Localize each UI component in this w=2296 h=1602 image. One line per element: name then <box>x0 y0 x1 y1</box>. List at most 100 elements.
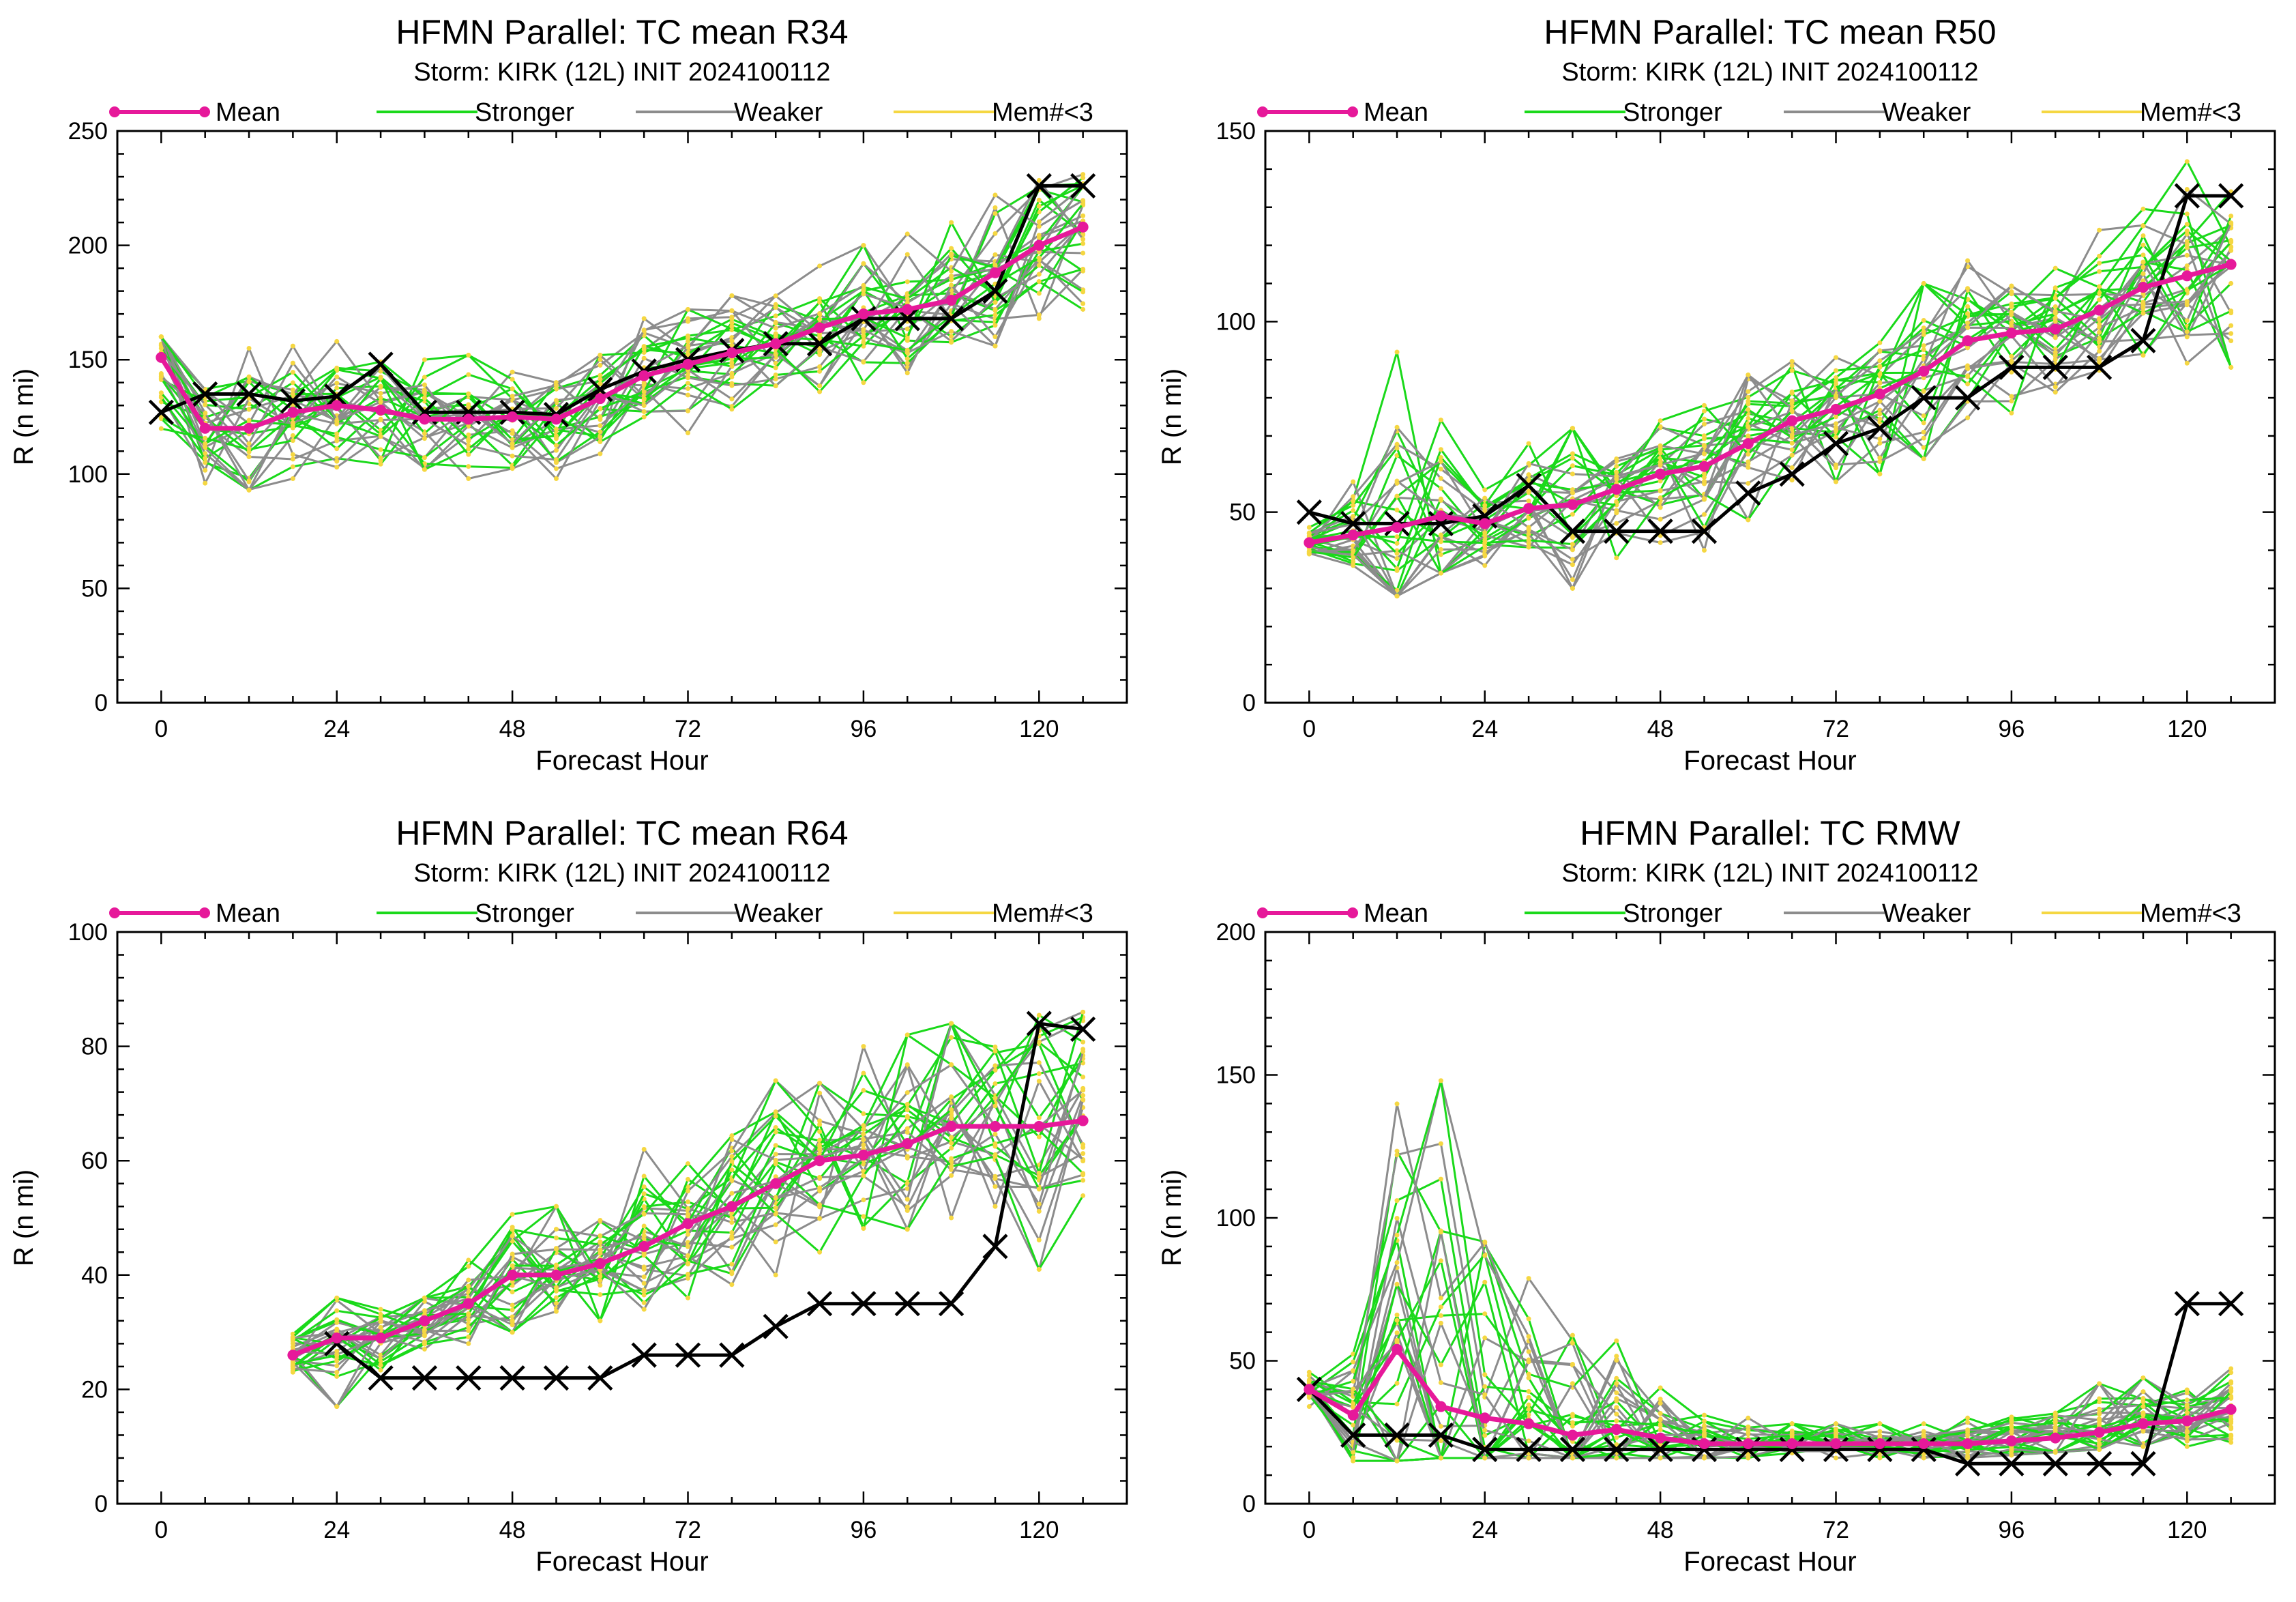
member-point <box>598 429 603 435</box>
member-point <box>378 391 383 396</box>
member-point <box>290 438 295 443</box>
member-point <box>2184 1438 2190 1444</box>
member-point <box>1482 1433 1488 1438</box>
member-point <box>904 1129 910 1135</box>
member-point <box>1438 1380 1443 1386</box>
weaker-member-line <box>1308 1103 2232 1459</box>
member-point <box>1036 203 1042 209</box>
member-point <box>1526 1371 1531 1377</box>
mean-point <box>594 393 606 405</box>
mean-point <box>594 1258 606 1270</box>
best-track-marker <box>894 306 920 332</box>
member-point <box>817 1081 823 1086</box>
member-point <box>1834 1455 1839 1461</box>
member-point <box>510 1212 515 1217</box>
member-point <box>817 1202 823 1208</box>
member-point <box>1036 272 1042 277</box>
member-point <box>641 1174 647 1179</box>
stronger-member-line <box>1308 1150 2232 1459</box>
member-point <box>817 1216 823 1221</box>
member-point <box>1965 286 1971 291</box>
member-point <box>1526 1395 1531 1400</box>
mean-point <box>2225 259 2237 270</box>
member-point <box>1965 311 1971 317</box>
mean-point <box>550 1269 562 1281</box>
member-point <box>510 1317 515 1323</box>
member-point <box>904 231 910 237</box>
chart-panel-0: HFMN Parallel: TC mean R34 Storm: KIRK (1… <box>9 13 1128 776</box>
member-point <box>1306 1404 1312 1410</box>
member-point <box>992 262 998 267</box>
mean-point <box>2093 304 2105 316</box>
member-point <box>1570 585 1575 591</box>
member-point <box>641 1146 647 1152</box>
y-tick-label: 0 <box>1243 1491 1256 1517</box>
member-point <box>422 1346 427 1352</box>
legend-weaker-label: Weaker <box>1882 98 1971 127</box>
member-point <box>2140 252 2146 258</box>
member-point <box>553 1263 559 1268</box>
member-point <box>2140 1375 2146 1381</box>
member-point <box>422 396 427 401</box>
member-point <box>1438 418 1443 423</box>
best-track-marker <box>2087 1451 2113 1476</box>
best-track-marker <box>1559 1436 1586 1462</box>
member-point <box>1526 1276 1531 1281</box>
member-point <box>1526 1349 1531 1354</box>
member-point <box>1394 540 1400 546</box>
mean-point <box>2005 1435 2017 1446</box>
member-point <box>1351 561 1356 566</box>
chart-panel-3: HFMN Parallel: TC RMW Storm: KIRK (12L) I… <box>1157 814 2276 1577</box>
member-point <box>246 379 252 385</box>
member-point <box>510 386 515 392</box>
member-point <box>817 263 823 269</box>
mean-point <box>945 295 957 306</box>
member-point <box>729 1191 735 1196</box>
member-point <box>1658 489 1663 494</box>
best-track-marker <box>499 1365 525 1391</box>
member-point <box>2052 308 2058 314</box>
member-point <box>2052 285 2058 291</box>
member-point <box>2184 1397 2190 1403</box>
best-track-marker <box>1604 519 1630 544</box>
member-point <box>510 1302 515 1308</box>
member-point <box>2097 349 2102 354</box>
member-point <box>686 392 691 398</box>
member-point <box>1080 1097 1086 1103</box>
member-point <box>1526 1388 1531 1394</box>
member-point <box>904 296 910 302</box>
member-point <box>861 288 866 293</box>
member-point <box>2052 295 2058 301</box>
x-tick-label: 72 <box>1823 716 1849 742</box>
member-point <box>817 383 823 389</box>
member-point <box>466 1317 471 1322</box>
mean-point <box>638 1240 650 1252</box>
member-point <box>1570 547 1575 553</box>
member-point <box>1036 1060 1042 1065</box>
member-point <box>686 319 691 324</box>
best-track-marker <box>411 399 438 425</box>
member-point <box>553 443 559 448</box>
member-point <box>466 1277 471 1283</box>
member-point <box>510 1251 515 1257</box>
member-point <box>290 452 295 457</box>
x-tick-label: 48 <box>499 1517 526 1543</box>
member-point <box>246 487 252 493</box>
member-point <box>1701 474 1707 480</box>
member-point <box>1921 420 1926 426</box>
member-point <box>203 456 208 461</box>
member-point <box>1834 479 1839 484</box>
member-point <box>949 1094 954 1099</box>
member-point <box>992 323 998 328</box>
member-point <box>466 432 471 437</box>
member-point <box>378 1319 383 1324</box>
member-point <box>1080 1171 1086 1176</box>
member-point <box>1614 521 1619 526</box>
best-track-marker <box>411 1365 438 1391</box>
best-track-marker <box>806 331 833 357</box>
member-point <box>246 449 252 454</box>
member-point <box>1877 348 1883 353</box>
axis-ticks: 0 24 48 72 96 120 0 50 100 150 <box>1216 118 2275 742</box>
member-point <box>510 437 515 442</box>
best-track-marker <box>456 1365 482 1391</box>
